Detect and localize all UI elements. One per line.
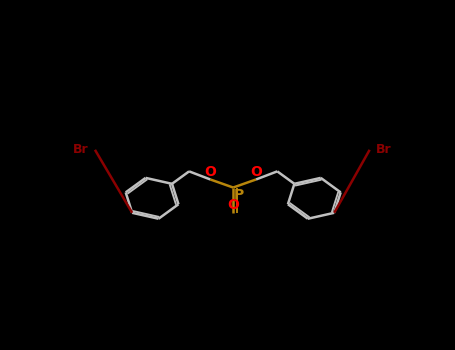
Text: Br: Br [73,143,89,156]
Text: Br: Br [376,143,392,156]
Text: P: P [234,188,244,202]
Text: O: O [227,198,239,212]
Text: O: O [204,164,216,178]
Text: O: O [250,164,262,178]
